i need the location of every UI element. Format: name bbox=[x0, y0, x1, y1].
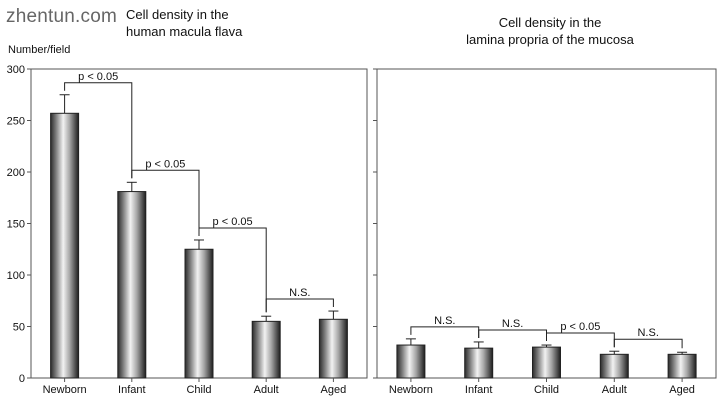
right-x-tick-label-newborn: Newborn bbox=[389, 384, 433, 396]
right-comparison-label-4: N.S. bbox=[637, 327, 658, 339]
left-bar-infant bbox=[117, 191, 147, 379]
right-comparison-bracket-4 bbox=[613, 338, 683, 349]
left-y-tick-label-0: 0 bbox=[19, 373, 25, 385]
right-comparison-label-2: N.S. bbox=[502, 318, 523, 330]
left-x-tick-label-infant: Infant bbox=[118, 384, 146, 396]
left-y-tick-label-300: 300 bbox=[7, 64, 25, 76]
left-y-tick-label-100: 100 bbox=[7, 270, 25, 282]
left-comparison-label-4: N.S. bbox=[289, 287, 310, 299]
left-comparison-bracket-2 bbox=[131, 169, 200, 236]
left-bar-aged bbox=[318, 318, 348, 379]
left-comparison-label-2: p < 0.05 bbox=[145, 158, 185, 170]
right-x-tick-label-aged: Aged bbox=[669, 384, 695, 396]
right-x-tick-label-adult: Adult bbox=[602, 384, 627, 396]
y-axis-label: Number/field bbox=[8, 44, 71, 56]
left-chart-title: Cell density in the human macula flava bbox=[126, 6, 266, 40]
right-chart-title: Cell density in the lamina propria of th… bbox=[440, 14, 660, 48]
left-comparison-label-3: p < 0.05 bbox=[213, 216, 253, 228]
watermark-text: zhentun.com bbox=[6, 6, 117, 27]
left-bar-newborn bbox=[50, 112, 80, 379]
right-comparison-label-1: N.S. bbox=[434, 315, 455, 327]
left-chart-title-line-1: Cell density in the bbox=[126, 7, 229, 22]
right-bar-child bbox=[532, 346, 561, 379]
right-chart-title-line-1: Cell density in the bbox=[498, 15, 602, 30]
left-comparison-bracket-4 bbox=[265, 298, 334, 313]
left-x-tick-label-newborn: Newborn bbox=[43, 384, 87, 396]
left-comparison-label-1: p < 0.05 bbox=[78, 71, 118, 83]
left-x-tick-label-aged: Aged bbox=[321, 384, 347, 396]
right-bar-newborn bbox=[396, 344, 426, 379]
left-y-tick-label-150: 150 bbox=[7, 219, 25, 231]
right-bar-aged bbox=[667, 353, 697, 379]
left-y-tick-label-250: 250 bbox=[7, 116, 25, 128]
left-y-tick-label-50: 50 bbox=[13, 322, 25, 334]
left-x-tick-label-child: Child bbox=[186, 384, 211, 396]
left-y-tick-label-200: 200 bbox=[7, 167, 25, 179]
left-bar-adult bbox=[251, 320, 281, 379]
left-bar-child bbox=[184, 248, 214, 379]
right-x-tick-label-child: Child bbox=[534, 384, 559, 396]
right-comparison-label-3: p < 0.05 bbox=[560, 321, 600, 333]
left-chart-title-line-2: human macula flava bbox=[126, 24, 243, 39]
right-x-tick-label-infant: Infant bbox=[465, 384, 493, 396]
left-x-tick-label-adult: Adult bbox=[254, 384, 279, 396]
right-bar-infant bbox=[464, 347, 494, 379]
right-bar-adult bbox=[599, 353, 629, 379]
left-comparison-bracket-3 bbox=[198, 227, 267, 313]
left-comparison-bracket-1 bbox=[64, 82, 133, 179]
right-chart-title-line-2: lamina propria of the mucosa bbox=[466, 32, 634, 47]
